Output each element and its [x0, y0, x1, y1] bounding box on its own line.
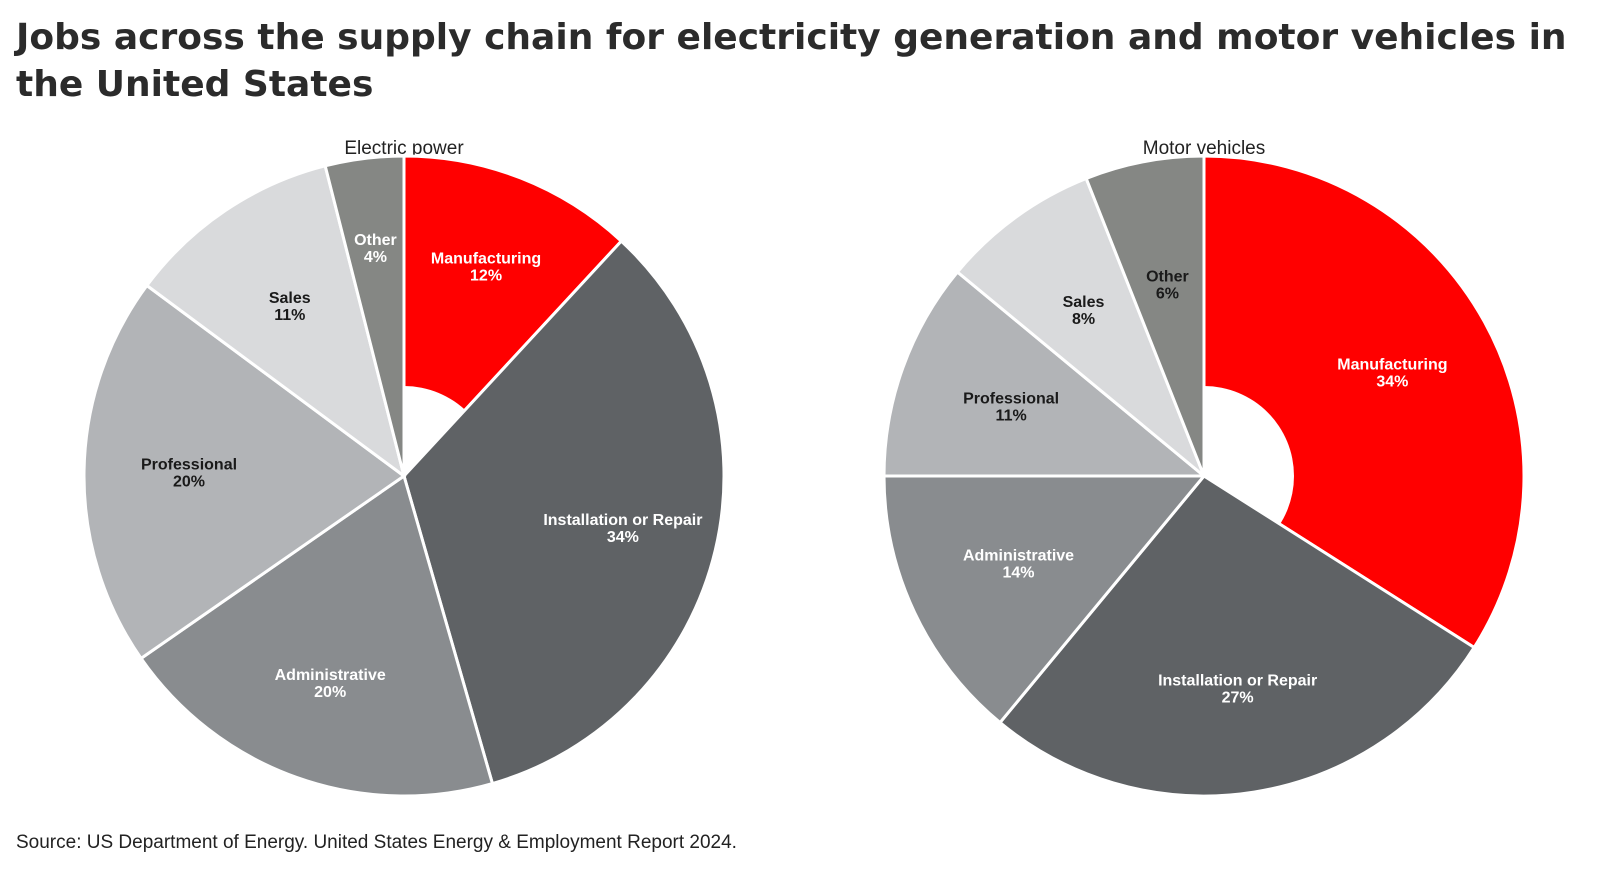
- slice-value-motor-vehicles-administrative: 14%: [1002, 564, 1034, 581]
- chart-title-motor-vehicles: Motor vehicles: [1143, 138, 1266, 159]
- slice-label-electric-power-professional: Professional: [141, 457, 237, 474]
- slice-motor-vehicles-administrative: [882, 474, 1208, 725]
- slice-value-electric-power-manufacturing: 12%: [470, 267, 502, 284]
- slice-electric-power-professional: [82, 283, 407, 661]
- slice-label-electric-power-installation-or-repair: Installation or Repair: [543, 512, 702, 529]
- slice-label-motor-vehicles-other: Other: [1146, 268, 1189, 285]
- slice-label-motor-vehicles-professional: Professional: [963, 391, 1059, 408]
- slice-electric-power-sales: [144, 164, 407, 480]
- slice-value-electric-power-professional: 20%: [173, 474, 205, 491]
- slice-electric-power-manufacturing: [402, 154, 624, 480]
- slice-value-motor-vehicles-sales: 8%: [1072, 311, 1095, 328]
- slice-value-motor-vehicles-installation-or-repair: 27%: [1222, 689, 1254, 706]
- chart-title-electric-power: Electric power: [344, 138, 464, 159]
- slice-value-electric-power-other: 4%: [364, 249, 387, 266]
- slice-motor-vehicles-professional: [882, 269, 1209, 478]
- slice-label-motor-vehicles-manufacturing: Manufacturing: [1337, 356, 1447, 373]
- slice-value-motor-vehicles-manufacturing: 34%: [1376, 373, 1408, 390]
- page-title: Jobs across the supply chain for electri…: [16, 17, 1567, 105]
- slice-label-motor-vehicles-administrative: Administrative: [963, 547, 1074, 564]
- source-note: Source: US Department of Energy. United …: [16, 832, 737, 853]
- slice-value-motor-vehicles-other: 6%: [1156, 285, 1179, 302]
- slice-label-electric-power-administrative: Administrative: [275, 667, 386, 684]
- slice-label-electric-power-other: Other: [354, 232, 397, 249]
- slice-electric-power-other: [323, 154, 406, 477]
- slice-motor-vehicles-manufacturing: [1202, 154, 1526, 650]
- slice-motor-vehicles-installation-or-repair: [997, 474, 1477, 798]
- slice-label-motor-vehicles-installation-or-repair: Installation or Repair: [1158, 672, 1317, 689]
- slice-motor-vehicles-sales: [955, 176, 1206, 478]
- slice-motor-vehicles-other: [1084, 154, 1206, 477]
- slice-label-electric-power-manufacturing: Manufacturing: [431, 250, 541, 267]
- slice-value-electric-power-installation-or-repair: 34%: [607, 529, 639, 546]
- slice-label-motor-vehicles-sales: Sales: [1063, 294, 1105, 311]
- slice-electric-power-installation-or-repair: [402, 238, 726, 786]
- slice-value-electric-power-sales: 11%: [274, 307, 305, 324]
- slice-value-motor-vehicles-professional: 11%: [996, 408, 1027, 425]
- slice-value-electric-power-administrative: 20%: [314, 684, 346, 701]
- slice-label-electric-power-sales: Sales: [269, 290, 311, 307]
- slice-electric-power-administrative: [138, 473, 495, 798]
